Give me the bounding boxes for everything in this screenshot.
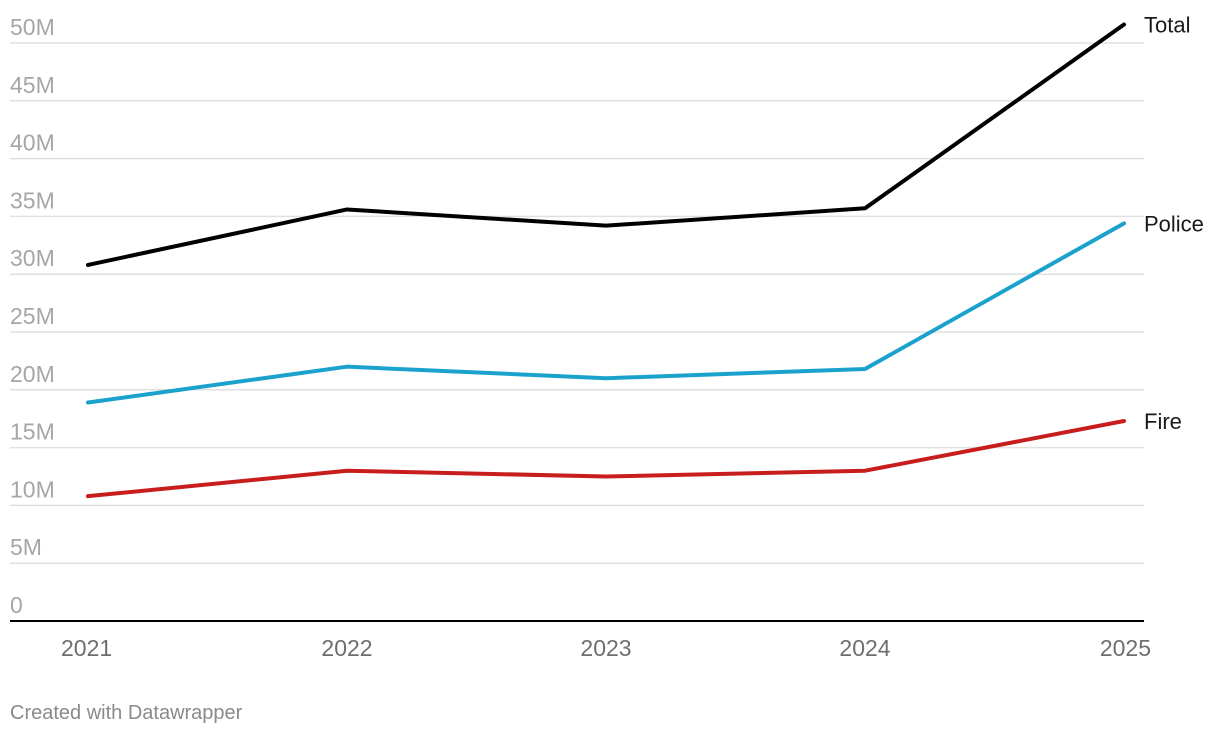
y-tick-label: 5M	[10, 534, 42, 560]
series-labels: Total Police Fire	[1144, 13, 1204, 435]
x-tick-label: 2022	[321, 635, 372, 661]
y-tick-label: 15M	[10, 419, 55, 445]
gridlines	[10, 42, 1144, 564]
y-axis-tick-labels: 0 5M 10M 15M 20M 25M 30M 35M 40M 45M 50M	[10, 14, 55, 618]
y-tick-label: 25M	[10, 303, 55, 329]
series-label-total: Total	[1144, 13, 1190, 38]
series-line-police	[86, 221, 1126, 405]
series-lines	[86, 22, 1126, 499]
series-label-fire: Fire	[1144, 409, 1182, 434]
y-tick-label: 0	[10, 592, 23, 618]
x-tick-label: 2025	[1100, 635, 1151, 661]
y-tick-label: 20M	[10, 361, 55, 387]
series-line-fire	[86, 419, 1126, 499]
series-line-total	[86, 22, 1126, 267]
y-tick-label: 50M	[10, 14, 55, 40]
y-tick-label: 35M	[10, 187, 55, 213]
x-tick-label: 2021	[61, 635, 112, 661]
y-tick-label: 30M	[10, 245, 55, 271]
y-tick-label: 10M	[10, 476, 55, 502]
y-tick-label: 45M	[10, 72, 55, 98]
x-axis-tick-labels: 2021 2022 2023 2024 2025	[61, 635, 1151, 661]
y-tick-label: 40M	[10, 130, 55, 156]
datawrapper-credit: Created with Datawrapper	[10, 702, 243, 724]
x-tick-label: 2023	[580, 635, 631, 661]
x-tick-label: 2024	[839, 635, 890, 661]
series-label-police: Police	[1144, 211, 1204, 236]
